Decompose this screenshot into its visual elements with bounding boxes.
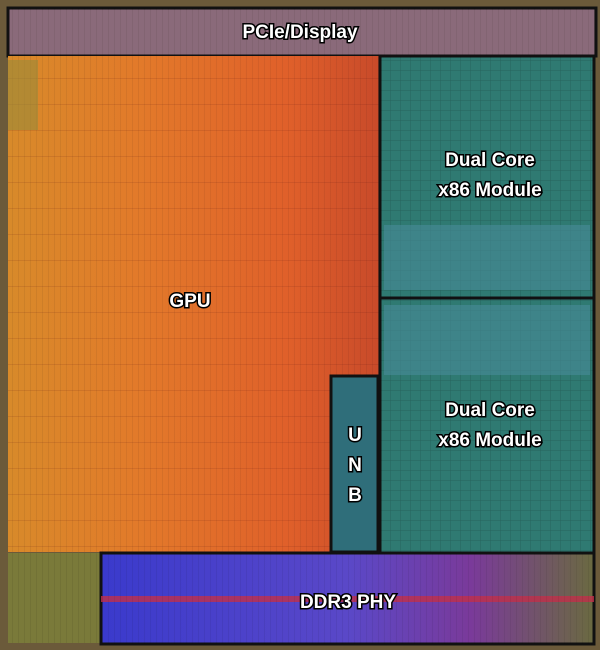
gpu-block bbox=[8, 60, 38, 130]
region-label: Dual Core x86 Module bbox=[438, 150, 541, 201]
texture bbox=[8, 553, 102, 643]
module-block bbox=[384, 305, 590, 375]
label-line: U bbox=[348, 425, 362, 446]
texture bbox=[8, 8, 596, 56]
label-line: x86 Module bbox=[438, 180, 541, 201]
texture bbox=[101, 553, 594, 644]
label-line: PCIe/Display bbox=[242, 22, 358, 43]
texture bbox=[380, 56, 594, 553]
label-line: Dual Core bbox=[445, 150, 535, 171]
label-line: GPU bbox=[169, 291, 210, 312]
texture bbox=[8, 56, 380, 552]
label-line: x86 Module bbox=[438, 430, 541, 451]
unb-region bbox=[329, 374, 380, 554]
label-line: DDR3 PHY bbox=[300, 592, 396, 613]
label-line: N bbox=[348, 455, 362, 476]
region-label: GPU bbox=[169, 291, 210, 312]
region-label: Dual Core x86 Module bbox=[438, 400, 541, 451]
label-line: Dual Core bbox=[445, 400, 535, 421]
region-label: DDR3 PHY bbox=[300, 592, 396, 613]
region-label: PCIe/Display bbox=[242, 22, 358, 43]
module-block bbox=[384, 225, 590, 290]
label-line: B bbox=[348, 485, 362, 506]
